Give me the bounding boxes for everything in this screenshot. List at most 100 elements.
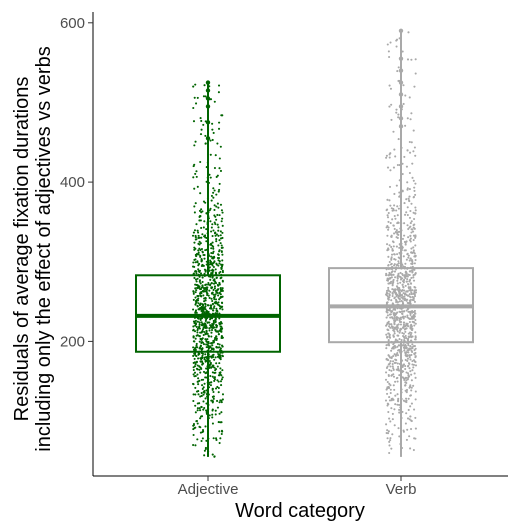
jitter-point <box>414 312 417 315</box>
jitter-point <box>392 384 395 387</box>
jitter-point <box>394 288 397 291</box>
jitter-point <box>200 236 203 239</box>
jitter-point <box>411 327 414 330</box>
jitter-point <box>405 379 408 382</box>
jitter-point <box>388 323 391 326</box>
jitter-point <box>197 377 200 380</box>
jitter-point <box>396 301 399 304</box>
jitter-point <box>213 282 216 285</box>
jitter-point <box>218 343 221 346</box>
jitter-point <box>389 392 392 395</box>
jitter-point <box>398 411 401 414</box>
jitter-point <box>399 318 402 321</box>
jitter-point <box>413 293 416 296</box>
jitter-point <box>196 261 199 264</box>
jitter-point <box>201 428 205 432</box>
jitter-point <box>210 366 213 369</box>
jitter-point <box>218 401 221 404</box>
jitter-point <box>199 318 202 322</box>
jitter-point <box>412 238 415 242</box>
jitter-point <box>386 198 389 201</box>
jitter-point <box>413 223 416 226</box>
jitter-point <box>212 390 215 394</box>
jitter-point <box>217 91 220 94</box>
jitter-point <box>404 284 407 287</box>
jitter-point <box>404 276 407 280</box>
jitter-point <box>199 255 202 258</box>
jitter-point <box>213 221 216 224</box>
jitter-point <box>389 388 392 391</box>
jitter-point <box>201 354 204 357</box>
jitter-point <box>198 304 201 307</box>
jitter-point <box>202 226 205 229</box>
jitter-point <box>197 357 200 360</box>
jitter-point <box>197 251 200 254</box>
jitter-point <box>220 209 223 212</box>
jitter-point <box>385 371 388 374</box>
jitter-point <box>205 240 208 243</box>
jitter-point <box>412 448 415 452</box>
jitter-point <box>385 347 388 350</box>
jitter-point <box>389 41 392 44</box>
jitter-point <box>395 184 398 187</box>
jitter-point <box>199 294 203 298</box>
jitter-point <box>395 316 398 320</box>
jitter-point <box>408 289 411 292</box>
jitter-point <box>212 321 215 324</box>
jitter-point <box>203 449 206 452</box>
jitter-point <box>214 368 218 371</box>
jitter-point <box>392 241 395 244</box>
jitter-point <box>201 264 204 267</box>
jitter-point <box>403 202 406 205</box>
jitter-point <box>195 170 198 173</box>
jitter-point <box>221 269 224 272</box>
jitter-point <box>404 315 407 318</box>
boxes-layer <box>135 30 474 457</box>
jitter-point <box>201 387 204 391</box>
jitter-point <box>194 278 198 281</box>
jitter-point <box>217 244 220 247</box>
jitter-point <box>200 305 203 308</box>
jitter-point <box>194 291 197 294</box>
jitter-point <box>196 327 199 330</box>
jitter-point <box>403 293 407 296</box>
jitter-point <box>214 321 217 324</box>
jitter-point <box>192 393 195 396</box>
jitter-point <box>204 308 207 311</box>
jitter-point <box>398 275 401 278</box>
jitter-point <box>411 350 414 354</box>
jitter-point <box>401 173 404 176</box>
jitter-point <box>195 280 198 283</box>
jitter-point <box>386 392 389 395</box>
jitter-point <box>396 328 399 331</box>
jitter-point <box>409 312 412 315</box>
jitter-point <box>395 312 398 315</box>
jitter-point <box>210 230 213 233</box>
jitter-point <box>208 296 211 300</box>
jitter-point <box>214 317 217 320</box>
jitter-point <box>213 167 216 170</box>
jitter-point <box>414 398 417 401</box>
jitter-point <box>201 276 204 279</box>
jitter-point <box>399 271 402 274</box>
jitter-point <box>400 299 403 303</box>
jitter-point <box>394 338 397 341</box>
jitter-point <box>405 280 408 283</box>
jitter-point <box>414 335 417 338</box>
jitter-point <box>211 453 214 456</box>
jitter-point <box>398 300 401 303</box>
jitter-point <box>192 290 195 293</box>
jitter-point <box>410 339 413 342</box>
jitter-point <box>393 148 396 151</box>
jitter-point <box>201 280 204 284</box>
jitter-point <box>394 403 397 406</box>
jitter-point <box>194 140 197 143</box>
jitter-point <box>385 226 388 229</box>
jitter-point <box>388 396 391 399</box>
jitter-point <box>219 270 222 273</box>
jitter-point <box>385 154 388 157</box>
jitter-point <box>196 294 199 298</box>
jitter-point <box>411 343 414 346</box>
jitter-point <box>216 303 219 306</box>
jitter-point <box>201 431 204 434</box>
